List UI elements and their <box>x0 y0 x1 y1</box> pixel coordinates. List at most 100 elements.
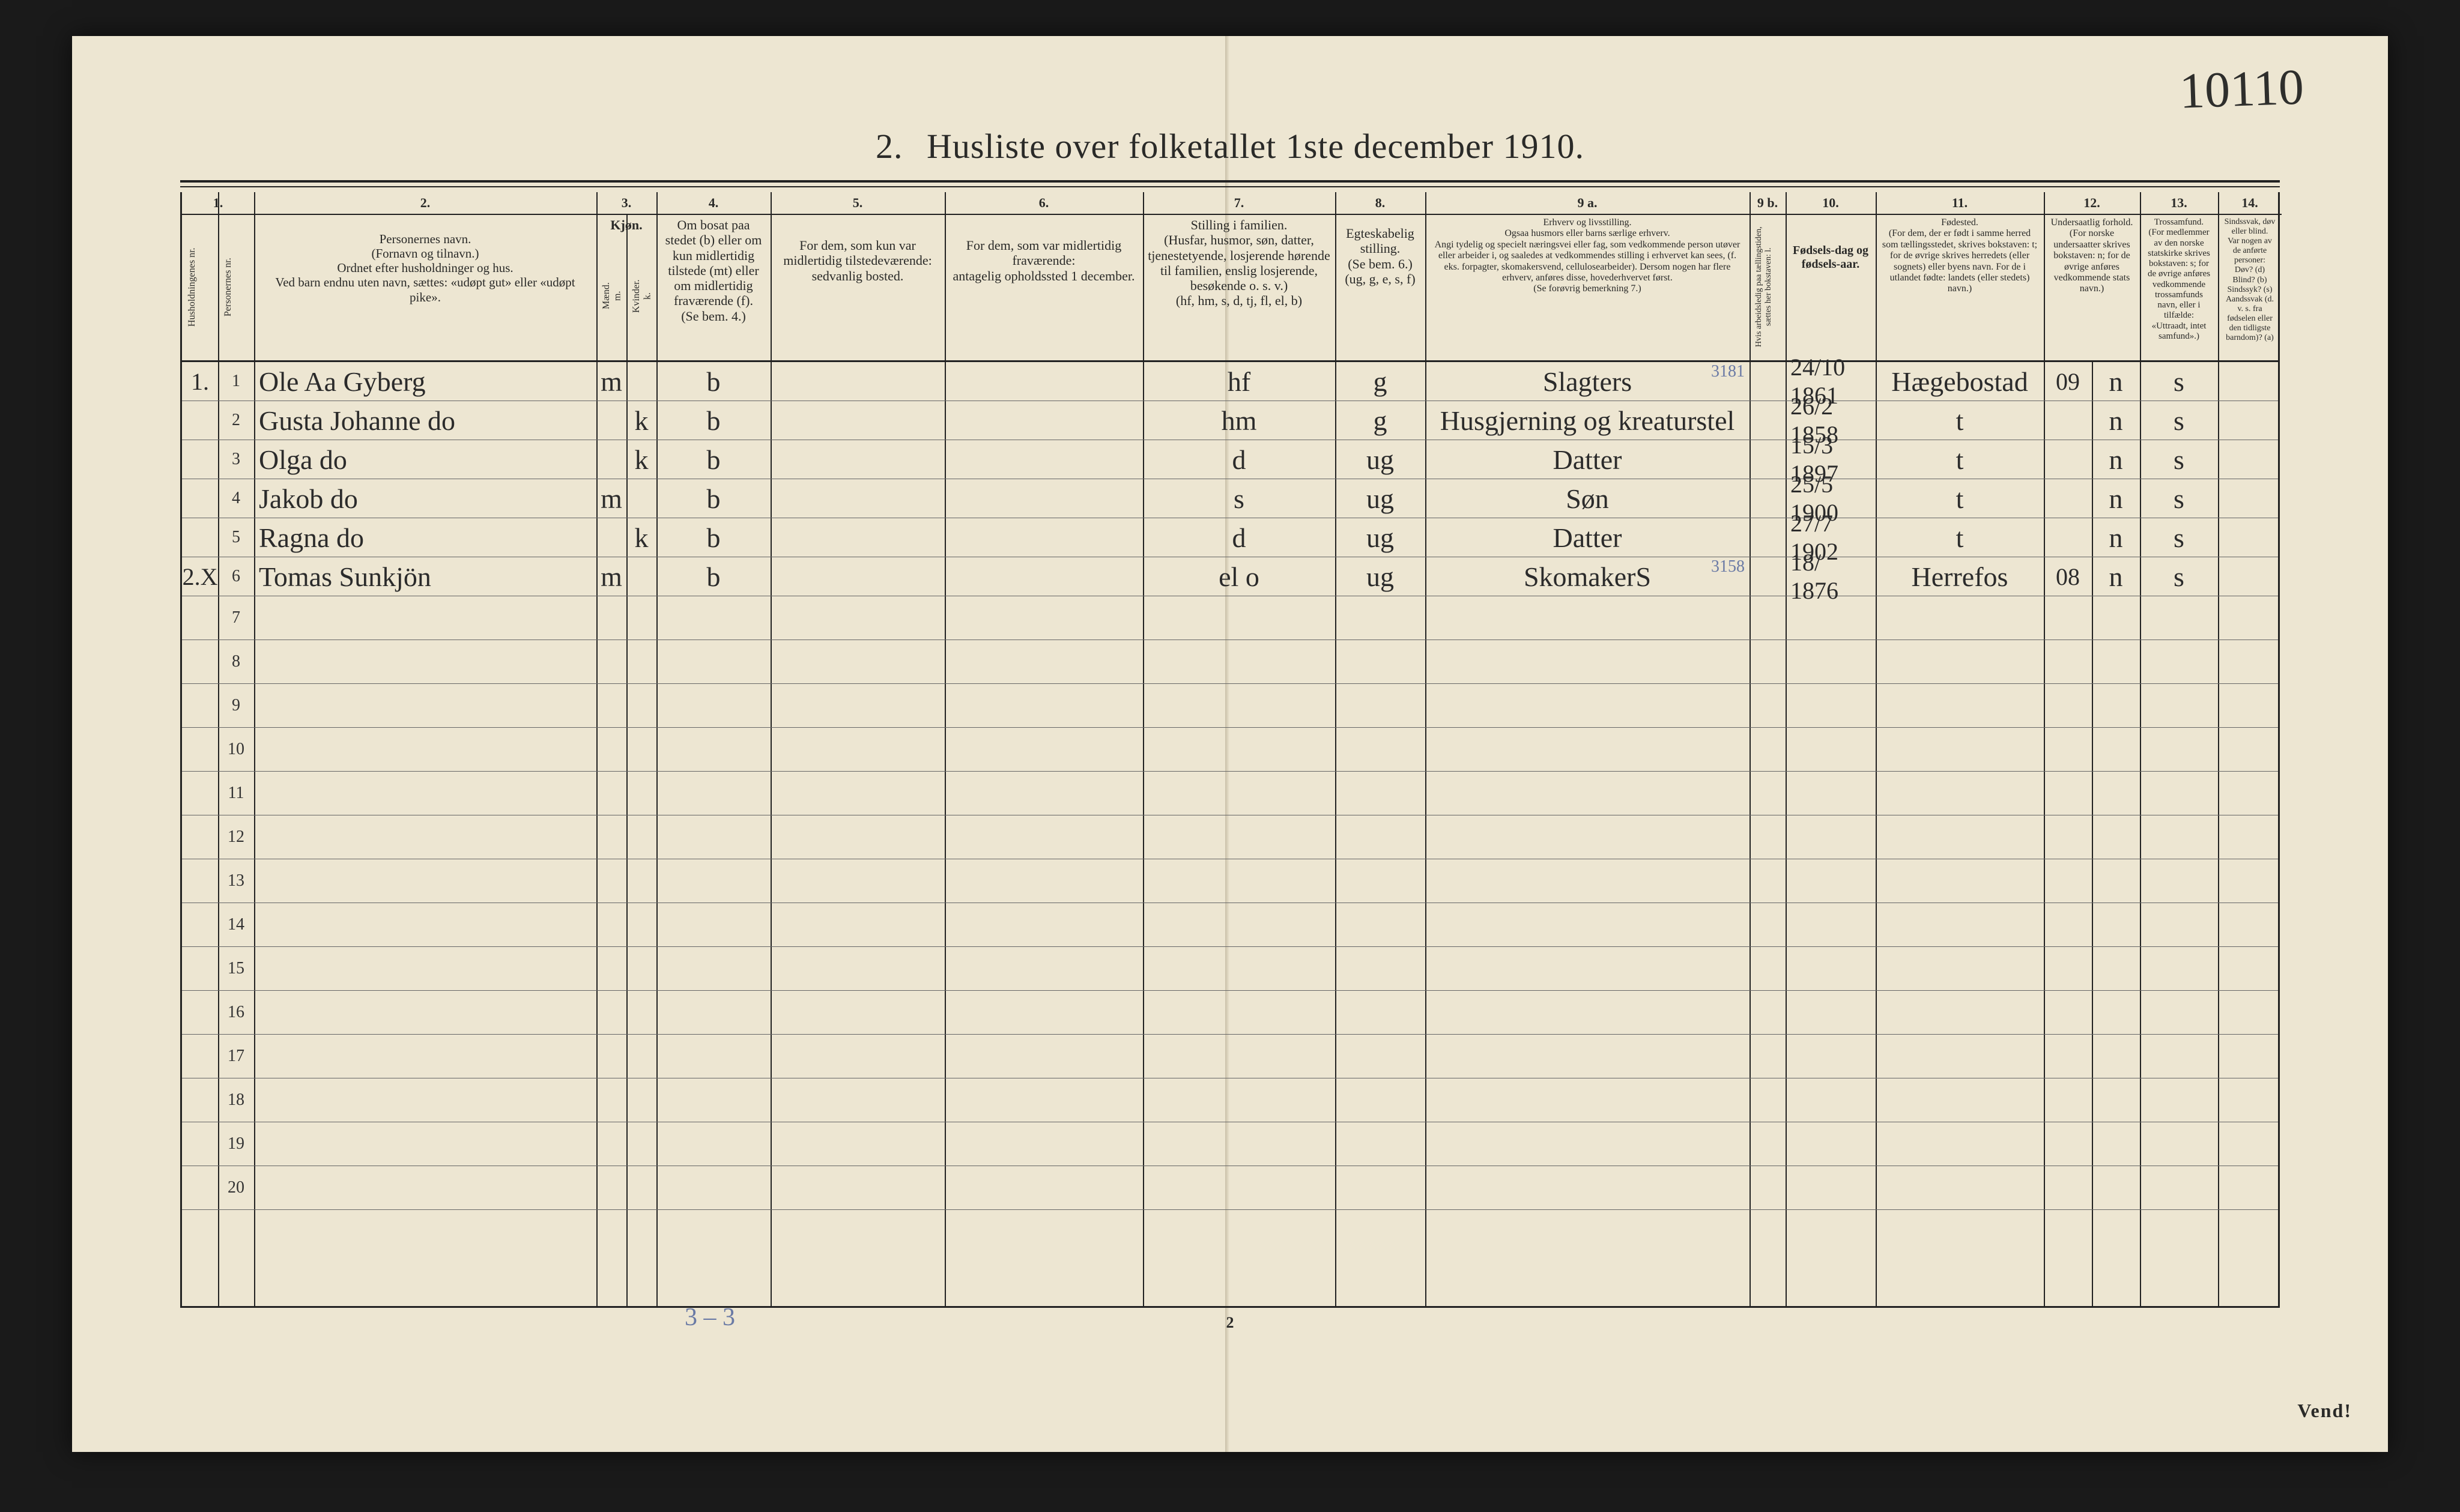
colnum-11: 11. <box>1876 192 2044 215</box>
table-row-empty: 13 <box>182 859 2278 903</box>
cell-nationality: n <box>2092 518 2140 557</box>
cell-household <box>182 401 218 440</box>
cell-person-nr: 17 <box>218 1035 254 1078</box>
cell-marital: g <box>1335 362 1425 401</box>
cell-religion: s <box>2140 479 2218 518</box>
pencil-code: 3158 <box>1425 557 1750 596</box>
title-rule <box>180 180 2280 187</box>
cell-family-pos: hm <box>1143 401 1335 440</box>
table-row-empty: 8 <box>182 640 2278 684</box>
colnum-8: 8. <box>1335 192 1425 215</box>
table-header: 1. 2. 3. 4. 5. 6. 7. 8. 9 a. 9 b. 10. 11… <box>182 192 2278 362</box>
hdr-unemployed: Hvis arbeidsledig paa tællingstiden, sæt… <box>1750 214 1786 360</box>
hdr-usual: For dem, som kun var midlertidig tilsted… <box>771 214 945 360</box>
colnum-9b: 9 b. <box>1750 192 1786 215</box>
hdr-occupation: Erhverv og livsstilling. Ogsaa husmors e… <box>1425 214 1750 360</box>
cell-household <box>182 479 218 518</box>
cell-person-nr: 5 <box>218 518 254 557</box>
cell-sex: k <box>626 440 656 479</box>
table-body: 1.1Ole Aa GybergmbhfgSlagter s318124/10 … <box>182 362 2278 1210</box>
colnum-9a: 9 a. <box>1425 192 1750 215</box>
cell-household <box>182 440 218 479</box>
cell-nat-a: 08 <box>2044 557 2092 596</box>
table-row-empty: 15 <box>182 947 2278 991</box>
turn-over-label: Vend! <box>2297 1400 2352 1422</box>
cell-person-nr: 8 <box>218 640 254 683</box>
cell-household <box>182 518 218 557</box>
table-row: 1.1Ole Aa GybergmbhfgSlagter s318124/10 … <box>182 362 2278 401</box>
cell-family-pos: d <box>1143 518 1335 557</box>
table-row-empty: 10 <box>182 728 2278 772</box>
cell-residence: b <box>656 557 771 596</box>
cell-person-nr: 12 <box>218 815 254 859</box>
cell-birthplace: Herrefos <box>1876 557 2044 596</box>
table-row-empty: 19 <box>182 1122 2278 1166</box>
cell-residence: b <box>656 479 771 518</box>
cell-person-nr: 18 <box>218 1078 254 1122</box>
cell-person-nr: 6 <box>218 557 254 596</box>
pencil-tally: 3 – 3 <box>685 1303 735 1332</box>
colnum-1: 1. <box>182 192 254 215</box>
cell-name: Tomas Sunkjön <box>254 557 596 596</box>
handwritten-page-annotation: 10110 <box>2178 58 2304 120</box>
hdr-name: Personernes navn. (Fornavn og tilnavn.) … <box>254 214 596 360</box>
cell-residence: b <box>656 518 771 557</box>
cell-birthplace: t <box>1876 401 2044 440</box>
hdr-sex-m: Mænd. m. <box>596 232 626 360</box>
cell-family-pos: s <box>1143 479 1335 518</box>
colnum-4: 4. <box>656 192 771 215</box>
table-row: 3Olga dokbdugDatter15/3 1897tns <box>182 440 2278 479</box>
cell-occupation: Husgjerning og kreaturstel <box>1425 401 1750 440</box>
cell-person-nr: 7 <box>218 596 254 640</box>
hdr-sex-k: Kvinder. k. <box>626 232 656 360</box>
colnum-12: 12. <box>2044 192 2140 215</box>
cell-birthplace: t <box>1876 440 2044 479</box>
cell-household: 1. <box>182 362 218 401</box>
cell-nat-a: 09 <box>2044 362 2092 401</box>
table-row-empty: 16 <box>182 991 2278 1035</box>
census-table: 1. 2. 3. 4. 5. 6. 7. 8. 9 a. 9 b. 10. 11… <box>180 192 2280 1308</box>
cell-religion: s <box>2140 518 2218 557</box>
cell-residence: b <box>656 401 771 440</box>
colnum-7: 7. <box>1143 192 1335 215</box>
hdr-marital: Egteskabelig stilling. (Se bem. 6.) (ug,… <box>1335 214 1425 360</box>
cell-occupation: Datter <box>1425 440 1750 479</box>
hdr-sex: Kjøn. <box>596 214 656 232</box>
cell-nationality: n <box>2092 440 2140 479</box>
cell-nationality: n <box>2092 479 2140 518</box>
cell-marital: ug <box>1335 518 1425 557</box>
cell-name: Olga do <box>254 440 596 479</box>
cell-person-nr: 16 <box>218 991 254 1034</box>
table-row-empty: 11 <box>182 772 2278 815</box>
cell-person-nr: 13 <box>218 859 254 903</box>
cell-nationality: n <box>2092 362 2140 401</box>
cell-person-nr: 10 <box>218 728 254 771</box>
colnum-14: 14. <box>2218 192 2282 215</box>
cell-sex: m <box>596 362 626 401</box>
cell-person-nr: 2 <box>218 401 254 440</box>
cell-marital: g <box>1335 401 1425 440</box>
table-row-empty: 7 <box>182 596 2278 640</box>
cell-person-nr: 11 <box>218 772 254 815</box>
cell-household: 2.X <box>182 557 218 596</box>
cell-religion: s <box>2140 440 2218 479</box>
cell-family-pos: hf <box>1143 362 1335 401</box>
hdr-dob: Fødsels-dag og fødsels-aar. <box>1786 214 1876 360</box>
cell-marital: ug <box>1335 440 1425 479</box>
cell-person-nr: 9 <box>218 684 254 727</box>
table-row-empty: 18 <box>182 1078 2278 1122</box>
title-number: 2. <box>876 127 903 166</box>
document-page: 10110 2. Husliste over folketallet 1ste … <box>72 36 2388 1452</box>
cell-residence: b <box>656 362 771 401</box>
cell-person-nr: 15 <box>218 947 254 990</box>
cell-nationality: n <box>2092 557 2140 596</box>
colnum-6: 6. <box>945 192 1143 215</box>
hdr-pnr: Personernes nr. <box>218 214 254 360</box>
table-row-empty: 9 <box>182 684 2278 728</box>
colnum-5: 5. <box>771 192 945 215</box>
cell-person-nr: 3 <box>218 440 254 479</box>
cell-birthplace: Hægebostad <box>1876 362 2044 401</box>
hdr-absent: For dem, som var midlertidig fraværende:… <box>945 214 1143 360</box>
cell-sex: m <box>596 479 626 518</box>
cell-person-nr: 20 <box>218 1166 254 1209</box>
